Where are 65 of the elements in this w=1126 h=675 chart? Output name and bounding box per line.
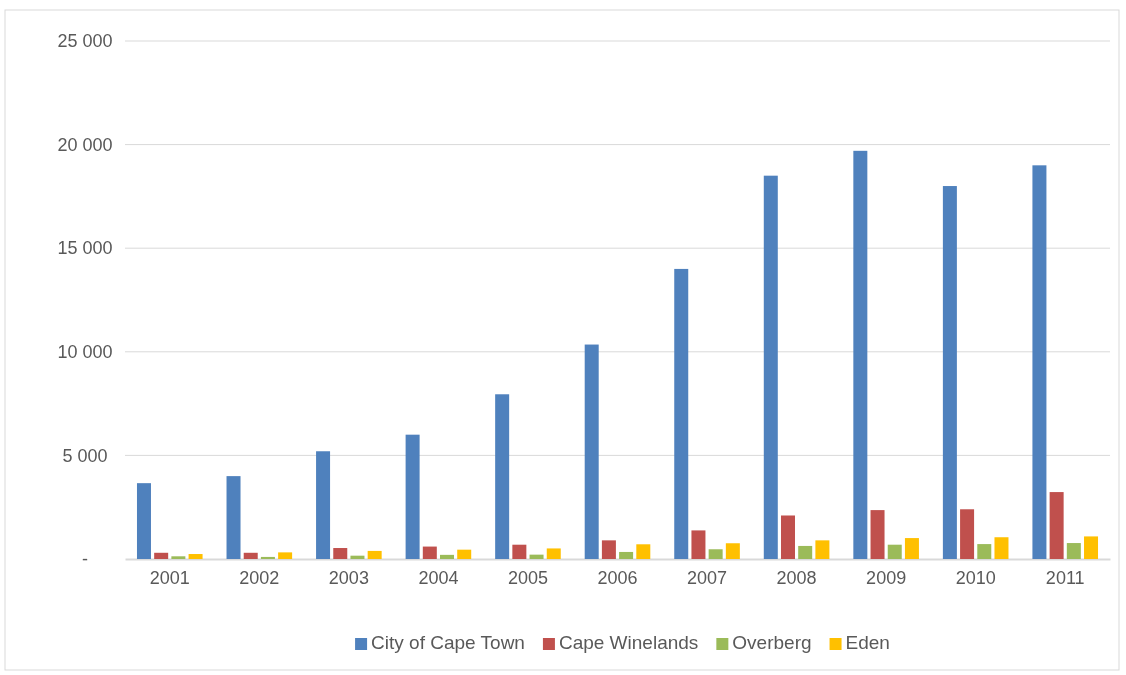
bar xyxy=(887,544,902,559)
y-tick-label: 5 000 xyxy=(62,445,108,466)
bar xyxy=(691,530,706,559)
bar xyxy=(405,434,420,559)
bar xyxy=(333,548,348,559)
bar xyxy=(815,540,830,559)
bar xyxy=(674,268,689,559)
bar xyxy=(601,540,616,559)
y-tick-label: 10 000 xyxy=(57,342,113,363)
bar xyxy=(1032,165,1047,559)
bar xyxy=(636,544,651,559)
x-tick-label: 2003 xyxy=(328,567,369,588)
bar xyxy=(188,554,203,559)
bar xyxy=(725,543,740,559)
bar xyxy=(870,510,885,559)
x-tick-label: 2007 xyxy=(687,567,728,588)
bar xyxy=(512,544,527,559)
x-tick-label: 2010 xyxy=(955,567,996,588)
bar xyxy=(942,186,957,559)
bar xyxy=(1084,536,1099,559)
bar xyxy=(136,483,151,559)
legend-label: City of Cape Town xyxy=(371,632,525,653)
x-tick-label: 2006 xyxy=(597,567,638,588)
x-tick-label: 2004 xyxy=(418,567,459,588)
bar xyxy=(171,556,186,559)
bar xyxy=(619,551,634,559)
bar xyxy=(278,552,293,559)
bar xyxy=(708,549,723,559)
bar xyxy=(904,538,919,559)
bar xyxy=(853,150,868,559)
bar xyxy=(960,509,975,559)
bar xyxy=(440,554,455,559)
y-tick-label: 20 000 xyxy=(57,134,113,155)
bar xyxy=(1066,543,1081,559)
y-tick-label: - xyxy=(82,549,88,570)
bar xyxy=(367,550,382,559)
bar xyxy=(546,548,561,559)
bar xyxy=(584,344,599,559)
x-tick-label: 2008 xyxy=(776,567,817,588)
bar xyxy=(226,476,241,559)
bar xyxy=(316,451,331,559)
bar xyxy=(763,175,778,559)
x-tick-label: 2001 xyxy=(149,567,190,588)
y-tick-label: 25 000 xyxy=(57,31,113,52)
x-tick-label: 2011 xyxy=(1045,567,1085,588)
bar xyxy=(1049,492,1064,559)
legend-label: Eden xyxy=(845,632,890,653)
legend-label: Cape Winelands xyxy=(558,632,699,653)
bar xyxy=(457,549,472,559)
x-tick-label: 2005 xyxy=(507,567,548,588)
bar xyxy=(243,552,258,559)
x-tick-label: 2009 xyxy=(866,567,907,588)
bar xyxy=(350,555,365,559)
y-tick-label: 15 000 xyxy=(57,238,113,259)
bar xyxy=(154,552,169,559)
legend-label: Overberg xyxy=(732,632,812,653)
bar xyxy=(780,515,795,559)
x-tick-label: 2002 xyxy=(239,567,280,588)
bar xyxy=(495,394,510,559)
bar xyxy=(529,554,544,559)
bar xyxy=(994,537,1009,559)
bar xyxy=(977,544,992,559)
bar xyxy=(798,545,813,559)
bar xyxy=(422,546,437,559)
bar xyxy=(260,556,275,559)
